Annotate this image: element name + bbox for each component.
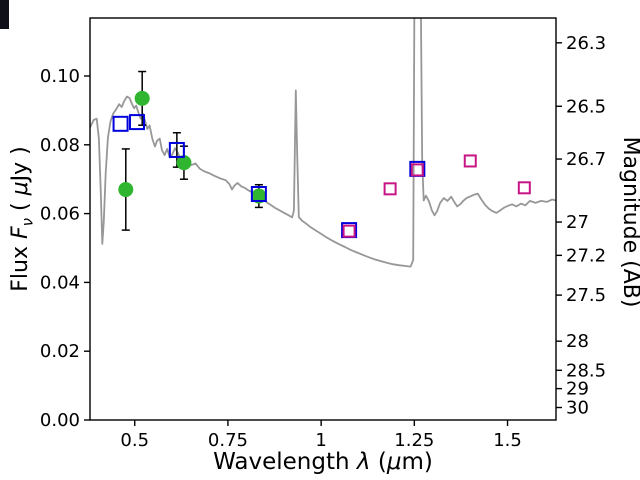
y-axis-label-flux: Flux Fν ( μJy ) [8, 69, 36, 369]
lambda-symbol: λ [356, 449, 371, 475]
green-circle-photometry-point [251, 188, 267, 204]
y-tick-mag-label: 26.3 [566, 33, 606, 54]
green-circle-photometry-point [118, 182, 134, 198]
blue-square-photometry-point [112, 115, 129, 132]
magenta-square-photometry-point [517, 181, 531, 195]
y-tick-flux-label: 0.04 [40, 272, 80, 293]
y-tick-flux-label: 0.02 [40, 341, 80, 362]
x-axis-label-open: ( [370, 449, 387, 475]
flux-label-text: Flux [8, 238, 33, 292]
mu-symbol: μ [386, 449, 402, 475]
y-tick-flux-label: 0.08 [40, 135, 80, 156]
plot-content [90, 18, 556, 268]
magenta-square-photometry-point [410, 163, 424, 177]
y-tick-mag-label: 27 [566, 212, 589, 233]
green-circle-photometry-point [176, 155, 192, 171]
y-tick-mag-label: 28 [566, 331, 589, 352]
y-axis-label-magnitude: Magnitude (AB) [615, 72, 640, 372]
magenta-square-photometry-point [383, 182, 397, 196]
x-tick-label: 0.5 [120, 430, 149, 451]
y-tick-mag-label: 27.2 [566, 245, 606, 266]
y-tick-flux-label: 0.10 [40, 66, 80, 87]
flux-label-open: ( [8, 195, 33, 218]
x-axis-label-close: m) [401, 449, 433, 475]
magenta-square-photometry-point [463, 154, 477, 168]
green-circle-photometry-point [134, 90, 150, 106]
window-corner-artifact [0, 0, 9, 29]
nu-subscript: ν [18, 217, 37, 227]
blue-square-photometry-point [250, 185, 267, 202]
blue-square-photometry-point [128, 114, 145, 131]
y-tick-mag-label: 27.5 [566, 285, 606, 306]
x-tick-label: 1 [315, 430, 326, 451]
y-tick-flux-label: 0.06 [40, 204, 80, 225]
y-tick-flux-label: 0.00 [40, 410, 80, 431]
magenta-square-photometry-point [342, 224, 356, 238]
x-tick-label: 1.25 [394, 430, 434, 451]
axes-frame [89, 17, 557, 421]
model-spectrum-line [90, 18, 556, 268]
y-tick-mag-label: 26.5 [566, 96, 606, 117]
flux-symbol: F [8, 226, 33, 239]
y-tick-mag-label: 30 [566, 398, 589, 419]
mu-jy-symbol: μ [8, 181, 33, 196]
x-tick-label: 1.5 [493, 430, 522, 451]
y-tick-mag-label: 26.7 [566, 149, 606, 170]
blue-square-photometry-point [168, 141, 185, 158]
x-axis-label-text: Wavelength [213, 449, 357, 475]
y-tick-mag-label: 28.5 [566, 360, 606, 381]
x-axis-label: Wavelength λ (μm) [90, 449, 556, 475]
flux-label-close: Jy ) [8, 146, 33, 182]
magnitude-label-text: Magnitude (AB) [618, 136, 640, 308]
x-tick-label: 0.75 [208, 430, 248, 451]
y-tick-mag-label: 29 [566, 379, 589, 400]
